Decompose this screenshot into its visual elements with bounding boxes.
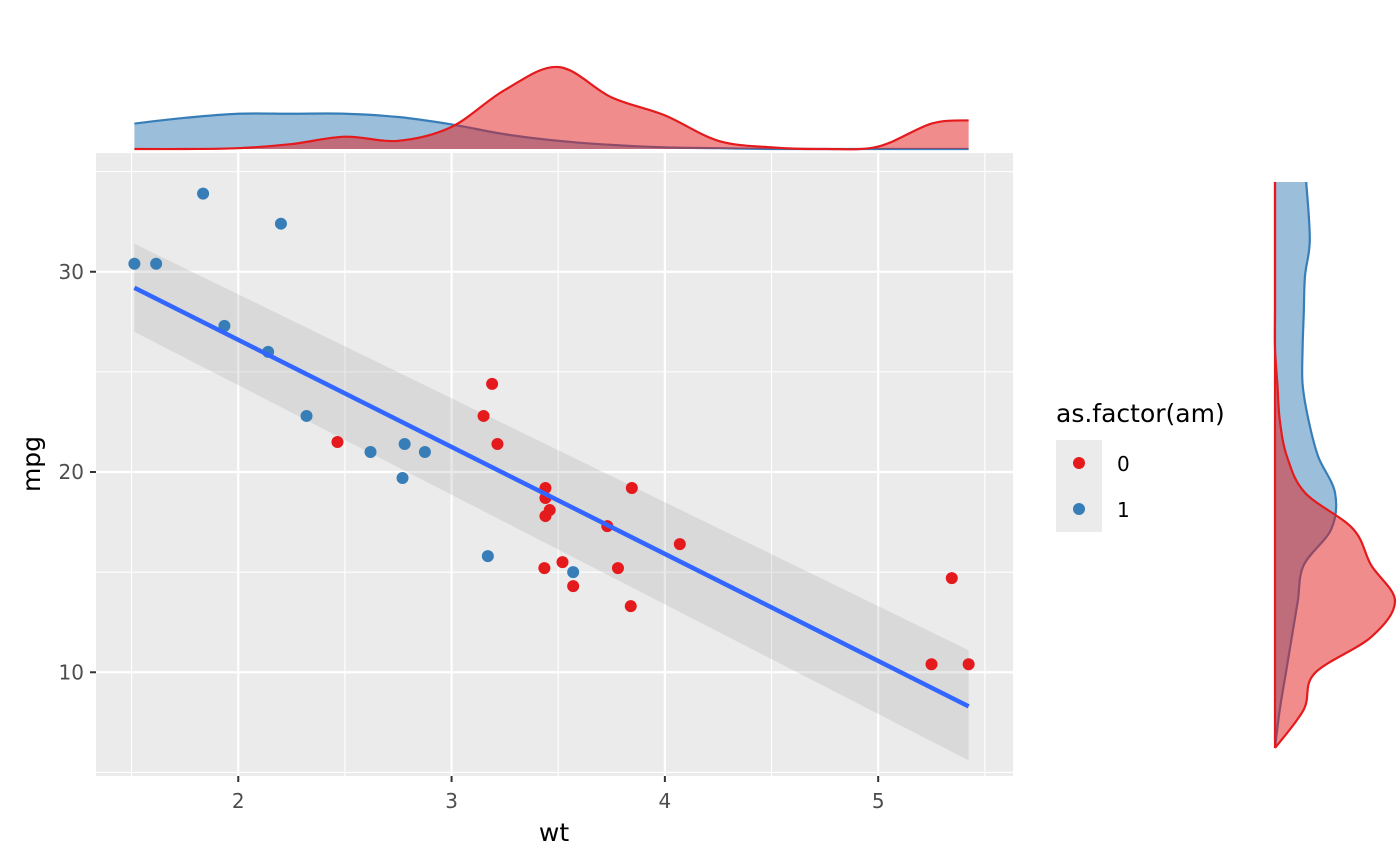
data-point-am-1: [274, 217, 287, 230]
data-point-am-0: [611, 562, 624, 575]
data-point-am-1: [567, 566, 580, 579]
x-tick-label: 3: [445, 789, 458, 813]
main-plot-panel: [96, 153, 1013, 776]
confidence-band-layer: [134, 243, 969, 761]
data-point-am-1: [481, 550, 494, 563]
regression-line-layer: [133, 285, 970, 709]
y-tick-label: 30: [59, 260, 84, 284]
legend-label-1: 1: [1117, 498, 1130, 522]
legend-key-0-point: [1073, 457, 1085, 469]
data-point-am-0: [538, 562, 551, 575]
y-axis: 10 20 30: [59, 260, 96, 684]
y-tick-label: 20: [59, 460, 84, 484]
data-point-am-0: [625, 482, 638, 495]
data-point-am-1: [418, 445, 431, 458]
x-tick-label: 5: [872, 789, 885, 813]
data-point-am-1: [150, 257, 163, 270]
confidence-band: [134, 243, 969, 761]
data-point-am-0: [556, 556, 569, 569]
x-tick-label: 4: [659, 789, 672, 813]
data-point-am-0: [567, 580, 580, 593]
top-marginal-density: [134, 65, 969, 151]
data-point-am-0: [624, 600, 637, 613]
data-point-am-1: [396, 472, 409, 485]
regression-line: [133, 285, 970, 709]
top-density-fill-am-0: [134, 66, 969, 150]
x-axis-title: wt: [539, 818, 569, 847]
data-point-am-0: [539, 510, 552, 523]
legend: as.factor(am) 0 1: [1056, 399, 1225, 532]
major-gridlines: [96, 153, 1013, 776]
data-point-am-0: [673, 538, 686, 551]
data-point-am-0: [331, 435, 344, 448]
data-point-am-0: [962, 658, 975, 671]
data-point-am-1: [364, 445, 377, 458]
y-tick-label: 10: [59, 660, 84, 684]
minor-gridlines: [96, 153, 1013, 776]
data-point-am-1: [128, 257, 141, 270]
data-point-am-0: [477, 409, 490, 422]
data-point-am-1: [300, 409, 313, 422]
data-point-am-0: [925, 658, 938, 671]
data-point-am-1: [218, 319, 231, 332]
x-axis: 2 3 4 5: [232, 776, 885, 813]
data-point-am-1: [398, 437, 411, 450]
data-point-am-0: [491, 437, 504, 450]
data-point-am-0: [945, 572, 958, 585]
y-axis-title: mpg: [17, 436, 46, 492]
right-density-fill-am-0: [1274, 182, 1395, 748]
top-density-outline-am-0: [134, 65, 969, 151]
data-point-am-0: [486, 377, 499, 390]
right-marginal-density: [1273, 181, 1397, 749]
legend-label-0: 0: [1117, 452, 1130, 476]
legend-title: as.factor(am): [1056, 399, 1225, 428]
data-point-am-1: [197, 187, 210, 200]
x-tick-label: 2: [232, 789, 245, 813]
points-layer: [128, 187, 975, 671]
legend-key-1-point: [1073, 503, 1085, 515]
